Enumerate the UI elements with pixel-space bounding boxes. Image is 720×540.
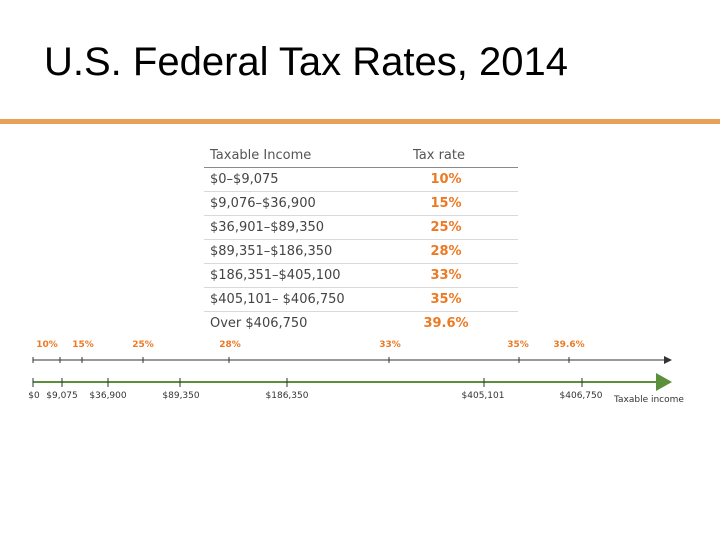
tax-rate-table: Taxable Income Tax rate $0–$9,075 10% $9… xyxy=(204,145,518,335)
table-header-row: Taxable Income Tax rate xyxy=(204,145,518,168)
income-axis-ticks xyxy=(32,378,583,387)
income-label: $36,900 xyxy=(89,391,127,401)
income-range: $89,351–$186,350 xyxy=(210,244,333,259)
table-row: $186,351–$405,100 33% xyxy=(204,264,518,288)
rate-axis-arrowhead xyxy=(664,356,672,364)
tax-rate: 10% xyxy=(430,172,462,187)
bracket-timeline: 10% 15% 25% 28% 33% 35% 39.6% $0 $9,075 … xyxy=(0,330,720,410)
income-range: $186,351–$405,100 xyxy=(210,268,341,283)
tax-rate: 15% xyxy=(430,196,462,211)
income-range: $9,076–$36,900 xyxy=(210,196,316,211)
rate-label: 35% xyxy=(507,340,529,350)
rate-label: 39.6% xyxy=(553,340,585,350)
income-label: $186,350 xyxy=(265,391,309,401)
table-row: Over $406,750 39.6% xyxy=(204,312,518,335)
title-divider xyxy=(0,119,720,124)
rate-label: 33% xyxy=(379,340,401,350)
rate-axis-ticks xyxy=(32,357,570,363)
table-row: $0–$9,075 10% xyxy=(204,168,518,192)
tax-rate: 25% xyxy=(430,220,462,235)
tax-rate: 33% xyxy=(430,268,462,283)
rate-label: 28% xyxy=(219,340,241,350)
header-tax-rate: Tax rate xyxy=(413,148,465,163)
income-label: $405,101 xyxy=(461,391,505,401)
slide-title: U.S. Federal Tax Rates, 2014 xyxy=(44,40,568,84)
income-label: $0 xyxy=(28,391,40,401)
header-taxable-income: Taxable Income xyxy=(210,148,312,163)
timeline-graphic xyxy=(32,356,672,391)
tax-rate: 39.6% xyxy=(423,316,469,331)
table-row: $405,101– $406,750 35% xyxy=(204,288,518,312)
rate-label: 15% xyxy=(72,340,94,350)
tax-rate: 28% xyxy=(430,244,462,259)
income-range: $0–$9,075 xyxy=(210,172,279,187)
tax-rate: 35% xyxy=(430,292,462,307)
income-label: $89,350 xyxy=(162,391,200,401)
table-row: $36,901–$89,350 25% xyxy=(204,216,518,240)
table-row: $89,351–$186,350 28% xyxy=(204,240,518,264)
income-label: $406,750 xyxy=(559,391,603,401)
taxable-income-axis-label: Taxable income xyxy=(614,395,684,405)
income-range: Over $406,750 xyxy=(210,316,308,331)
income-range: $405,101– $406,750 xyxy=(210,292,345,307)
rate-label: 25% xyxy=(132,340,154,350)
table-row: $9,076–$36,900 15% xyxy=(204,192,518,216)
income-axis-arrowhead xyxy=(656,373,672,391)
income-label: $9,075 xyxy=(46,391,78,401)
rate-label: 10% xyxy=(36,340,58,350)
income-range: $36,901–$89,350 xyxy=(210,220,325,235)
